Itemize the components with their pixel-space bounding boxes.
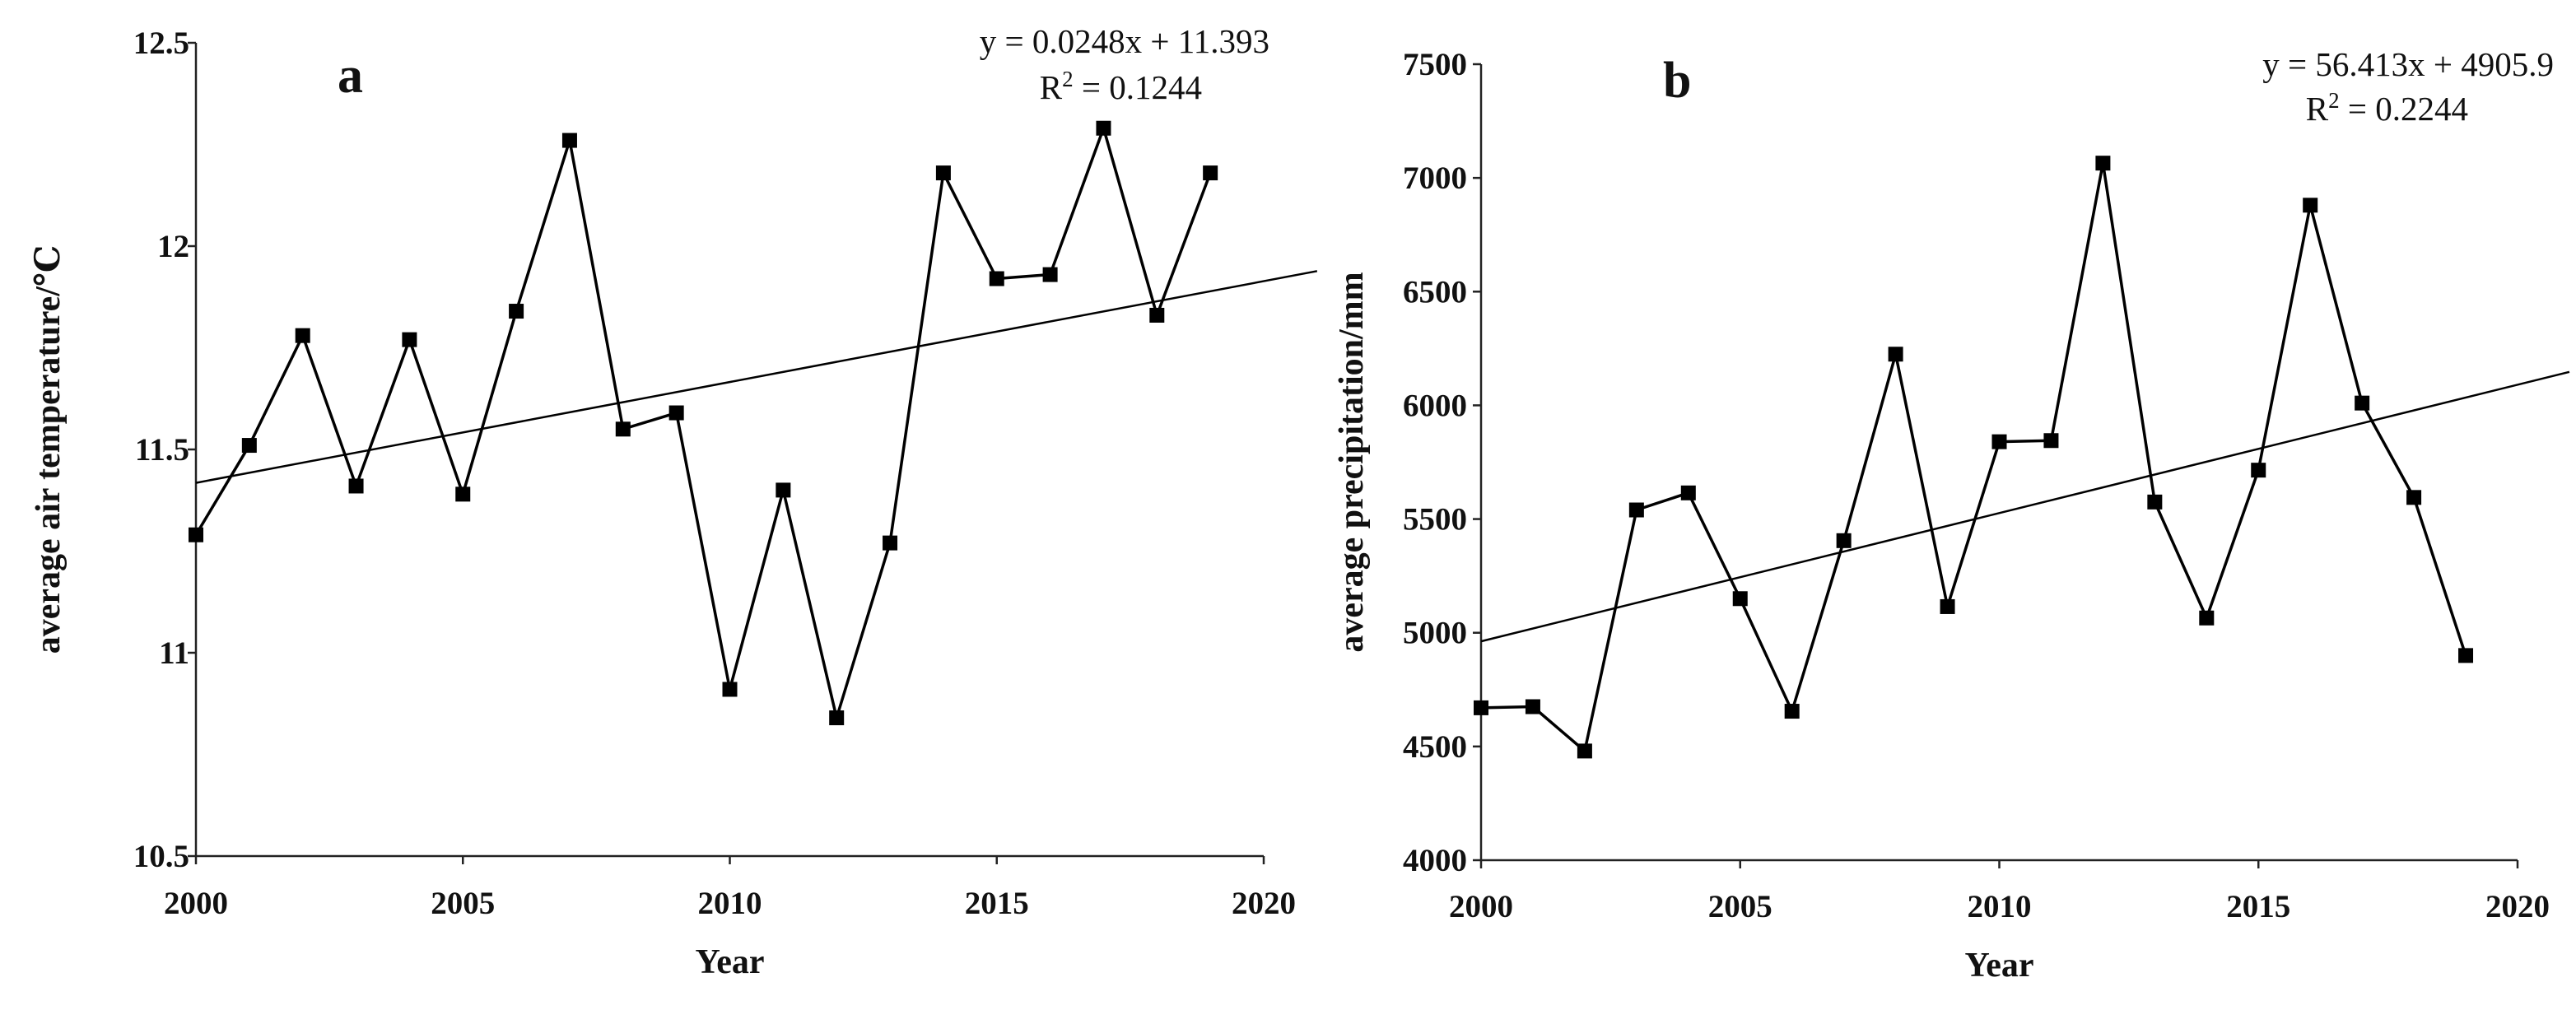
data-point-2015: [989, 271, 1004, 286]
data-point-2006: [1784, 704, 1800, 719]
data-point-2008: [615, 421, 631, 437]
y-tick-label: 4500: [1403, 729, 1467, 765]
data-point-2008: [1888, 347, 1903, 362]
panel-label: a: [338, 48, 363, 104]
y-tick-label: 7000: [1403, 161, 1467, 196]
data-point-2004: [402, 332, 417, 347]
data-point-2001: [241, 438, 257, 454]
data-point-2013: [2147, 494, 2163, 510]
data-point-2009: [668, 405, 684, 421]
panel-b: 4000 4500 5000 5500 6000 6500 7000 7500 2000 2005…: [1333, 45, 2570, 984]
data-point-2004: [1680, 485, 1696, 500]
panel-a: 10.5 11 11.5 12 12.5 2000 2005 2010 2015 2020 Year…: [30, 22, 1318, 981]
y-tick-label: 11: [159, 635, 189, 671]
x-tick-label: 2020: [2485, 889, 2550, 924]
data-point-2000: [189, 527, 203, 542]
x-tick-label: 2005: [1708, 889, 1772, 924]
data-point-2001: [1525, 699, 1540, 714]
x-axis-title: Year: [1965, 947, 2034, 984]
series-line: [1480, 161, 2467, 753]
data-point-2007: [1836, 533, 1852, 548]
data-point-2012: [2095, 156, 2111, 171]
data-point-2019: [2458, 648, 2474, 663]
y-tick-label: 12.5: [133, 26, 189, 61]
data-point-2002: [295, 328, 310, 343]
data-point-2014: [2199, 610, 2215, 626]
data-point-2010: [1991, 434, 2007, 449]
x-tick-label: 2015: [2226, 889, 2290, 924]
y-tick-label: 11.5: [135, 432, 189, 468]
data-point-2002: [1577, 743, 1592, 759]
panel-label: b: [1663, 53, 1691, 109]
x-tick-label: 2000: [164, 886, 228, 921]
data-point-2009: [1940, 598, 1955, 614]
data-point-2017: [2355, 395, 2370, 411]
x-tick-label: 2005: [431, 886, 495, 921]
data-point-2007: [561, 133, 577, 148]
regression-equation: y = 56.413x + 4905.9: [2262, 45, 2554, 83]
r-squared: R2 = 0.1244: [1040, 67, 1202, 106]
y-axis-title: average precipitation/mm: [1333, 272, 1371, 652]
regression-equation: y = 0.0248x + 11.393: [980, 22, 1269, 60]
trendline: [1480, 370, 2570, 643]
r-squared: R2 = 0.2244: [2306, 88, 2468, 128]
data-point-2012: [829, 710, 845, 726]
y-tick-label: 6500: [1403, 274, 1467, 310]
x-axis-title: Year: [696, 943, 765, 981]
data-point-2003: [1628, 502, 1644, 518]
y-tick-label: 5500: [1403, 502, 1467, 538]
series-line: [194, 126, 1212, 719]
y-tick-label: 7500: [1403, 47, 1467, 82]
y-tick-label: 6000: [1403, 388, 1467, 423]
y-tick-label: 12: [157, 229, 189, 264]
data-point-2018: [2406, 490, 2422, 505]
y-axis-title: average air temperature/℃: [30, 245, 68, 654]
data-point-2010: [722, 682, 738, 697]
data-point-2016: [1042, 267, 1058, 282]
data-point-2006: [509, 304, 524, 319]
data-point-2003: [348, 478, 364, 494]
x-tick-label: 2010: [698, 886, 762, 921]
data-point-2015: [2251, 463, 2266, 478]
y-tick-label: 4000: [1403, 843, 1467, 878]
trendline: [195, 270, 1318, 484]
data-point-2018: [1149, 307, 1165, 323]
data-point-2005: [455, 486, 471, 502]
x-tick-label: 2020: [1232, 886, 1296, 921]
data-point-2011: [2043, 433, 2059, 449]
x-tick-label: 2015: [965, 886, 1029, 921]
y-tick-label: 10.5: [133, 839, 189, 874]
data-point-2014: [935, 165, 951, 181]
data-point-2005: [1732, 591, 1748, 607]
x-tick-label: 2000: [1449, 889, 1513, 924]
data-point-2000: [1474, 700, 1488, 715]
x-tick-label: 2010: [1968, 889, 2032, 924]
data-point-2019: [1203, 165, 1218, 181]
data-point-2013: [883, 535, 898, 551]
y-tick-label: 5000: [1403, 616, 1467, 651]
data-point-2017: [1096, 120, 1111, 136]
data-point-2016: [2303, 198, 2318, 213]
data-point-2011: [776, 482, 791, 498]
